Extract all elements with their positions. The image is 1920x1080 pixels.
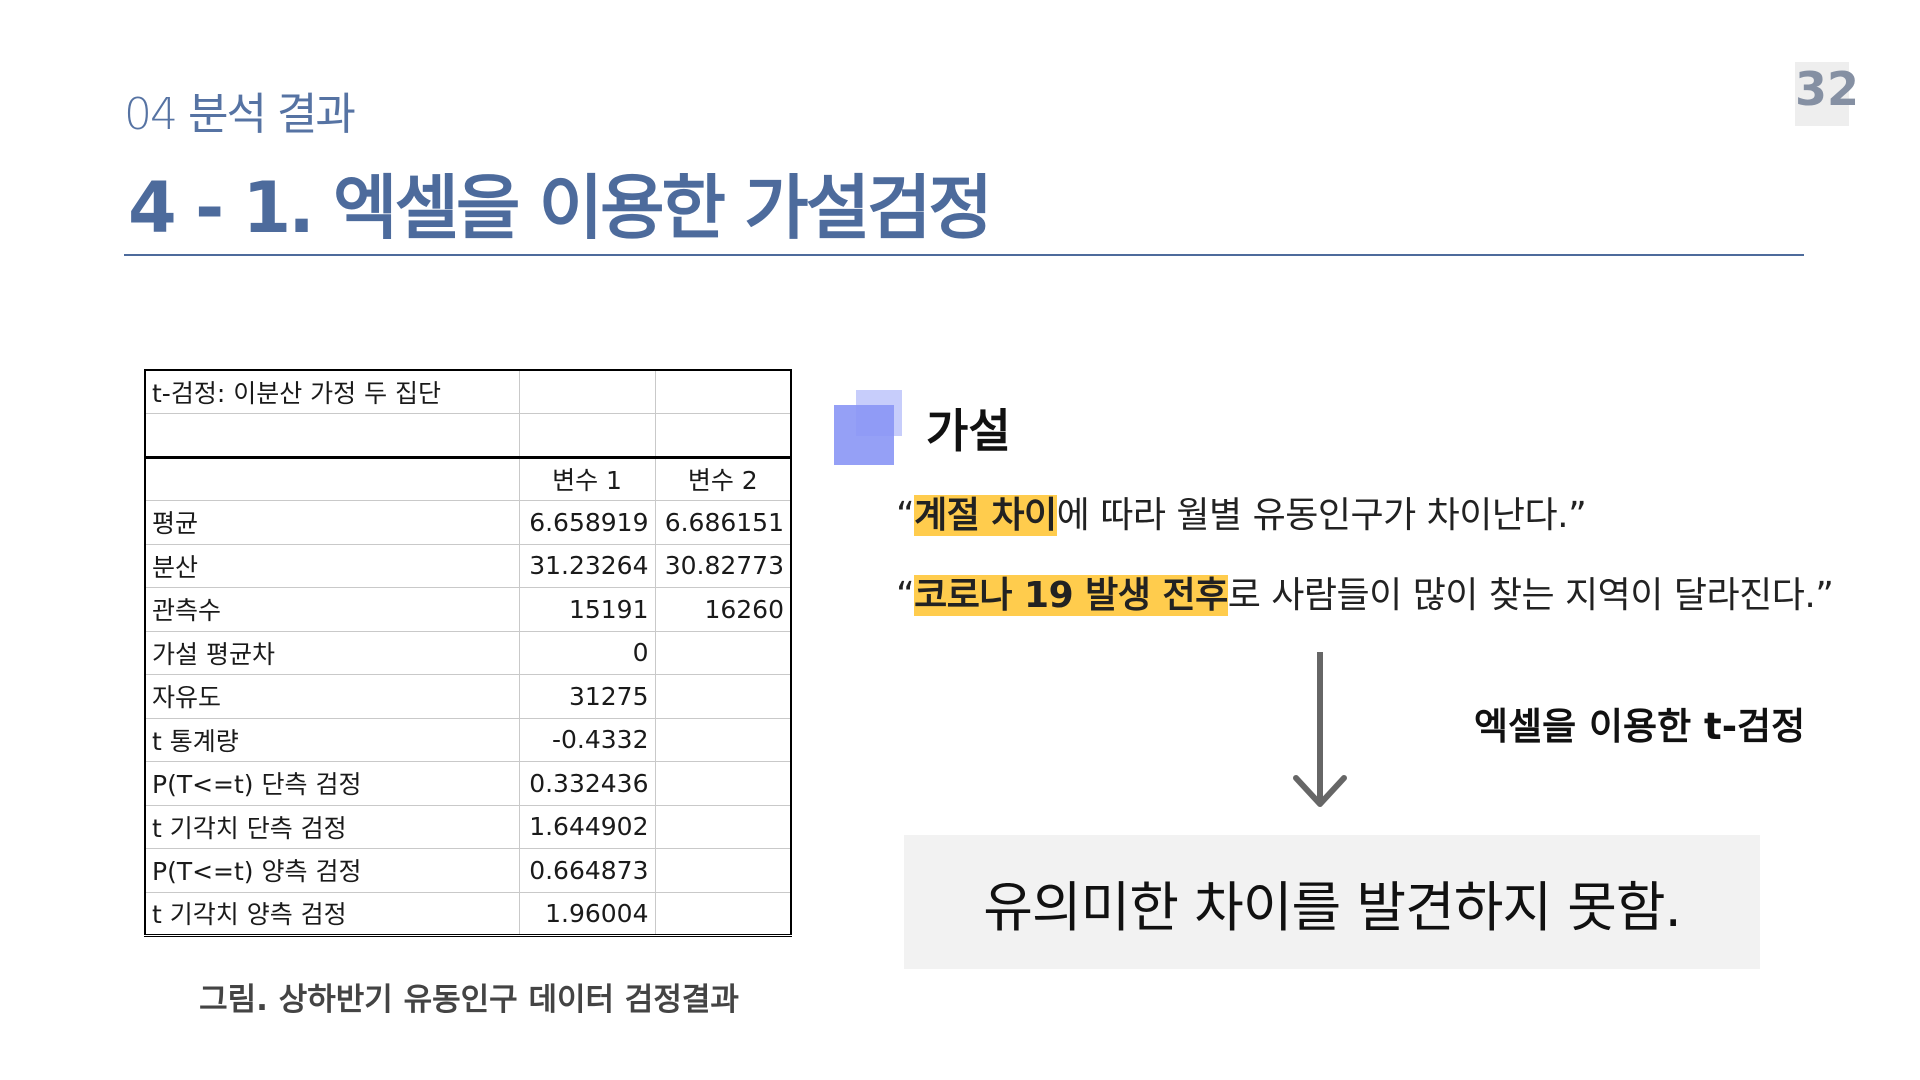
cell-value: 31.23264	[518, 543, 656, 588]
empty-cell	[144, 413, 520, 458]
empty-cell	[518, 413, 656, 458]
hypothesis-line-2: “코로나 19 발생 전후로 사람들이 많이 찾는 지역이 달라진다.”	[896, 566, 1834, 618]
cell-value: -0.4332	[518, 717, 656, 762]
result-box: 유의미한 차이를 발견하지 못함.	[904, 835, 1760, 969]
row-label: 분산	[144, 543, 520, 588]
cell-value: 1.644902	[518, 804, 656, 849]
row-label: t 통계량	[144, 717, 520, 762]
cell-value: 1.96004	[518, 891, 656, 937]
page-number: 32	[1795, 62, 1859, 126]
table-row: 자유도 31275	[144, 674, 792, 719]
cell-value: 15191	[518, 587, 656, 632]
row-label: P(T<=t) 단측 검정	[144, 761, 520, 806]
row-label: t 기각치 양측 검정	[144, 891, 520, 937]
column-header	[144, 455, 520, 501]
empty-cell	[518, 369, 656, 414]
arrow-down-icon	[1293, 652, 1347, 807]
empty-cell	[654, 413, 792, 458]
table-row: 분산 31.23264 30.82773	[144, 543, 792, 588]
cell-value	[654, 630, 792, 675]
table-blank-row	[144, 413, 792, 458]
column-header: 변수 2	[654, 455, 792, 501]
cell-value	[654, 804, 792, 849]
slide-title: 4 - 1. 엑셀을 이용한 가설검정	[128, 167, 993, 249]
row-label: 가설 평균차	[144, 630, 520, 675]
table-caption: 그림. 상하반기 유동인구 데이터 검정결과	[199, 982, 739, 1018]
open-quote: “	[896, 495, 915, 536]
hypothesis-text: 로 사람들이 많이 찾는 지역이 달라진다.”	[1227, 575, 1834, 616]
empty-cell	[654, 369, 792, 414]
table-row: t 기각치 양측 검정 1.96004	[144, 891, 792, 937]
table-header-row: 변수 1 변수 2	[144, 455, 792, 501]
section-label: 04 분석 결과	[124, 89, 356, 140]
cell-value	[654, 717, 792, 762]
table-row: P(T<=t) 양측 검정 0.664873	[144, 848, 792, 893]
cell-value: 30.82773	[654, 543, 792, 588]
cell-value	[654, 674, 792, 719]
bullet-front-square	[834, 405, 894, 465]
hypothesis-heading: 가설	[926, 404, 1011, 458]
square-bullet-icon	[834, 390, 906, 465]
table-title: t-검정: 이분산 가정 두 집단	[144, 369, 520, 414]
table-row: 가설 평균차 0	[144, 630, 792, 675]
highlighted-phrase: 코로나 19 발생 전후	[914, 575, 1228, 616]
row-label: 관측수	[144, 587, 520, 632]
table-row: 평균 6.658919 6.686151	[144, 500, 792, 545]
result-text: 유의미한 차이를 발견하지 못함.	[983, 875, 1681, 939]
method-label: 엑셀을 이용한 t-검정	[1474, 705, 1806, 748]
t-test-result-table: t-검정: 이분산 가정 두 집단 변수 1 변수 2 평균 6.658919 …	[144, 369, 792, 937]
cell-value	[654, 891, 792, 937]
table-row: t 기각치 단측 검정 1.644902	[144, 804, 792, 849]
cell-value: 0.332436	[518, 761, 656, 806]
table-row: 관측수 15191 16260	[144, 587, 792, 632]
highlighted-phrase: 계절 차이	[914, 495, 1057, 536]
hypothesis-text: 에 따라 월별 유동인구가 차이난다.”	[1056, 495, 1587, 536]
cell-value: 0.664873	[518, 848, 656, 893]
cell-value: 31275	[518, 674, 656, 719]
row-label: P(T<=t) 양측 검정	[144, 848, 520, 893]
table-row: t 통계량 -0.4332	[144, 717, 792, 762]
row-label: 자유도	[144, 674, 520, 719]
table-row: P(T<=t) 단측 검정 0.332436	[144, 761, 792, 806]
cell-value: 16260	[654, 587, 792, 632]
cell-value: 0	[518, 630, 656, 675]
cell-value: 6.658919	[518, 500, 656, 545]
cell-value	[654, 848, 792, 893]
column-header: 변수 1	[518, 455, 656, 501]
cell-value	[654, 761, 792, 806]
table-title-row: t-검정: 이분산 가정 두 집단	[144, 369, 792, 414]
open-quote: “	[896, 575, 915, 616]
title-divider	[124, 254, 1804, 256]
row-label: 평균	[144, 500, 520, 545]
cell-value: 6.686151	[654, 500, 792, 545]
row-label: t 기각치 단측 검정	[144, 804, 520, 849]
hypothesis-line-1: “계절 차이에 따라 월별 유동인구가 차이난다.”	[896, 486, 1587, 538]
